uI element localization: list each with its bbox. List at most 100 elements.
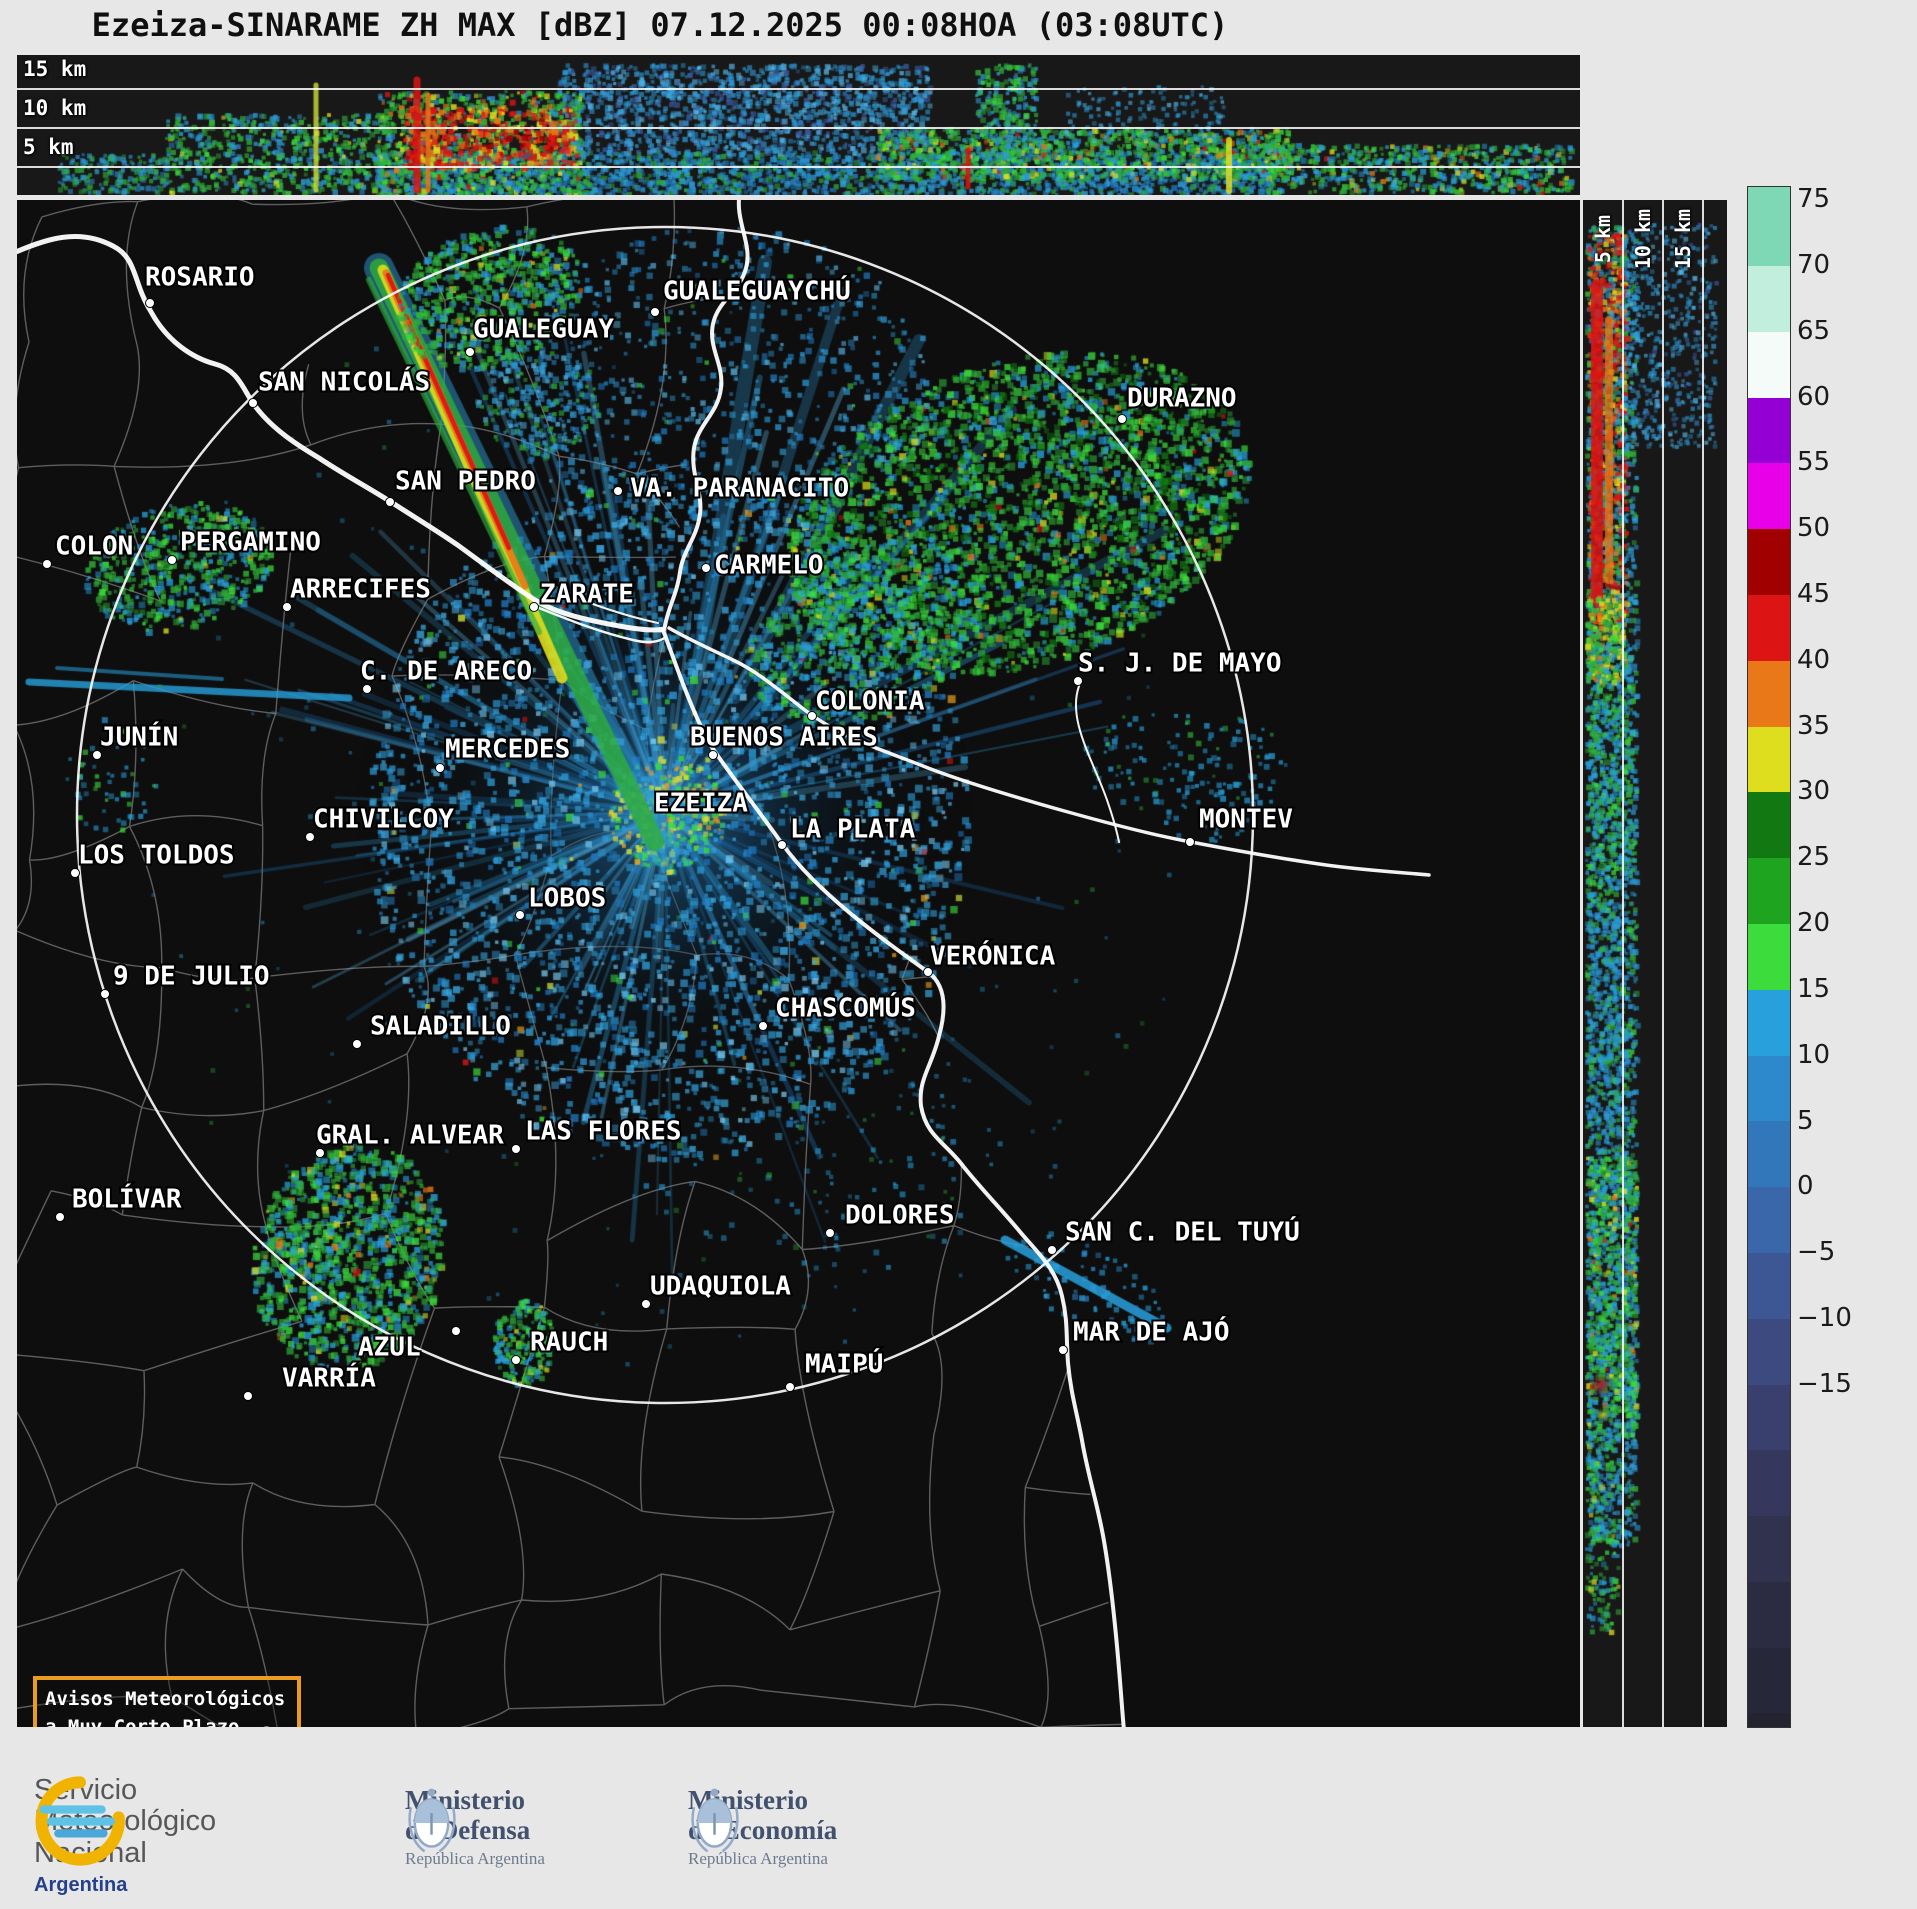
colorbar-segment	[1748, 200, 1790, 266]
defensa-logo-block: Ministerio de Defensa República Argentin…	[405, 1785, 545, 1869]
city-label: 9 DE JULIO	[113, 962, 270, 992]
city-dot	[248, 398, 258, 408]
axis-label-right-5km: 5 km	[1591, 214, 1615, 264]
city-label: BUENOS AIRES	[690, 723, 878, 753]
colorbar-tick-label: −10	[1797, 1302, 1852, 1333]
city-label: ROSARIO	[145, 263, 255, 293]
city-label: LOBOS	[528, 884, 606, 914]
range-ring-group	[75, 225, 1255, 1405]
map-overlay: ROSARIO GUALEGUAYCHÚ GUALEGUAY SAN NICOLÁS S…	[17, 200, 1431, 1727]
colorbar-tick-label: 15	[1797, 973, 1831, 1004]
colorbar-segment	[1748, 1450, 1790, 1517]
cross-section-top-panel: 15 km 10 km 5 km	[17, 55, 1580, 195]
colorbar-tick-label: 70	[1797, 249, 1831, 280]
city-label: SALADILLO	[370, 1012, 511, 1042]
city-label: CHIVILCOY	[313, 805, 454, 835]
city-label: LA PLATA	[790, 815, 916, 845]
colorbar-tick-label: −5	[1797, 1237, 1836, 1268]
colorbar-segment	[1748, 1252, 1790, 1319]
river-path	[667, 626, 1431, 877]
altitude-line-5km-right	[1622, 200, 1624, 1727]
axis-label-top-15km: 15 km	[23, 57, 87, 81]
economia-sub: República Argentina	[688, 1849, 828, 1869]
colorbar-segment	[1748, 726, 1790, 793]
river-path	[1074, 685, 1120, 843]
cross-section-right-panel: 5 km 10 km 15 km	[1583, 200, 1727, 1727]
warning-line1: Avisos Meteorológicos	[45, 1688, 286, 1710]
altitude-line-10km	[17, 127, 1580, 129]
colorbar-tick-labels: 75 70 65 60 55 50 45 40 35 30 25 20 15 10 5 0 −5 −10 −15	[1797, 186, 1907, 1726]
warning-box: Avisos Meteorológicos a Muy Corto Plazo	[33, 1676, 301, 1727]
defensa-sub: República Argentina	[405, 1849, 545, 1869]
city-dot	[641, 1299, 651, 1309]
city-dot	[1185, 837, 1195, 847]
axis-label-right-10km: 10 km	[1631, 208, 1655, 270]
city-dot	[100, 989, 110, 999]
page-title: Ezeiza-SINARAME ZH MAX [dBZ] 07.12.2025 …	[91, 6, 1229, 44]
colorbar-segment	[1748, 792, 1790, 859]
footer: Servicio Meteorológico Nacional Argentin…	[0, 1757, 1917, 1909]
city-dot	[1117, 414, 1127, 424]
city-dot	[529, 602, 539, 612]
city-dot	[1073, 676, 1083, 686]
colorbar-tick-label: 50	[1797, 513, 1831, 544]
city-dot	[701, 563, 711, 573]
colorbar-segment	[1748, 463, 1790, 530]
colorbar-segment	[1748, 1384, 1790, 1451]
city-markers: ROSARIO GUALEGUAYCHÚ GUALEGUAY SAN NICOLÁS S…	[42, 261, 1302, 1401]
city-dot	[315, 1148, 325, 1158]
city-label: GRAL. ALVEAR	[316, 1121, 504, 1151]
city-label: CARMELO	[714, 551, 824, 581]
colorbar-segment	[1748, 660, 1790, 727]
city-label: ZARATE	[540, 580, 634, 610]
colorbar-segment	[1748, 923, 1790, 990]
river-path	[564, 593, 659, 624]
city-label: GUALEGUAY	[473, 315, 614, 345]
city-label: SAN C. DEL TUYÚ	[1065, 1216, 1300, 1248]
colorbar-segment	[1748, 1187, 1790, 1253]
city-dot	[305, 832, 315, 842]
colorbar-tick-label: 30	[1797, 776, 1831, 807]
city-dot	[785, 1382, 795, 1392]
city-label: ARRECIFES	[290, 575, 431, 605]
defensa-crest-icon	[408, 1788, 456, 1853]
smn-logo-icon	[35, 1776, 125, 1866]
city-dot	[42, 559, 52, 569]
radar-map-panel: ROSARIO GUALEGUAYCHÚ GUALEGUAY SAN NICOLÁS S…	[17, 200, 1580, 1727]
city-label: VERÓNICA	[930, 940, 1056, 972]
city-label: PERGAMINO	[180, 528, 321, 558]
colorbar-segment	[1748, 1121, 1790, 1188]
warning-line2: a Muy Corto Plazo	[45, 1715, 240, 1727]
city-label: AZUL	[358, 1333, 421, 1363]
city-label: COLON	[55, 532, 133, 562]
city-dot	[92, 750, 102, 760]
colorbar-segment	[1748, 529, 1790, 595]
colorbar-tick-label: 5	[1797, 1105, 1814, 1136]
river-path	[537, 606, 668, 644]
city-dot	[465, 347, 475, 357]
colorbar-tick-label: 10	[1797, 1039, 1831, 1070]
city-label: COLONIA	[815, 687, 925, 717]
city-label: DURAZNO	[1127, 384, 1237, 414]
city-dot	[1047, 1245, 1057, 1255]
colorbar-segment	[1748, 187, 1790, 201]
river-path	[663, 200, 750, 628]
colorbar-segment	[1748, 858, 1790, 924]
altitude-line-15km-right	[1702, 200, 1704, 1727]
city-label: SAN PEDRO	[395, 467, 536, 497]
city-label: C. DE ARECO	[360, 657, 532, 687]
axis-label-top-10km: 10 km	[23, 96, 87, 120]
city-dot	[511, 1355, 521, 1365]
altitude-line-5km	[17, 166, 1580, 168]
colorbar-tick-label: 75	[1797, 184, 1831, 215]
colorbar-segment	[1748, 1055, 1790, 1122]
city-dot	[435, 763, 445, 773]
city-dot	[758, 1021, 768, 1031]
colorbar-segment	[1748, 1647, 1790, 1714]
colorbar-segment	[1748, 1713, 1790, 1727]
city-label: UDAQUIOLA	[650, 1272, 791, 1302]
station-dot	[262, 1726, 271, 1727]
city-dot	[511, 1144, 521, 1154]
city-label: DOLORES	[845, 1201, 955, 1231]
city-dot	[1058, 1345, 1068, 1355]
